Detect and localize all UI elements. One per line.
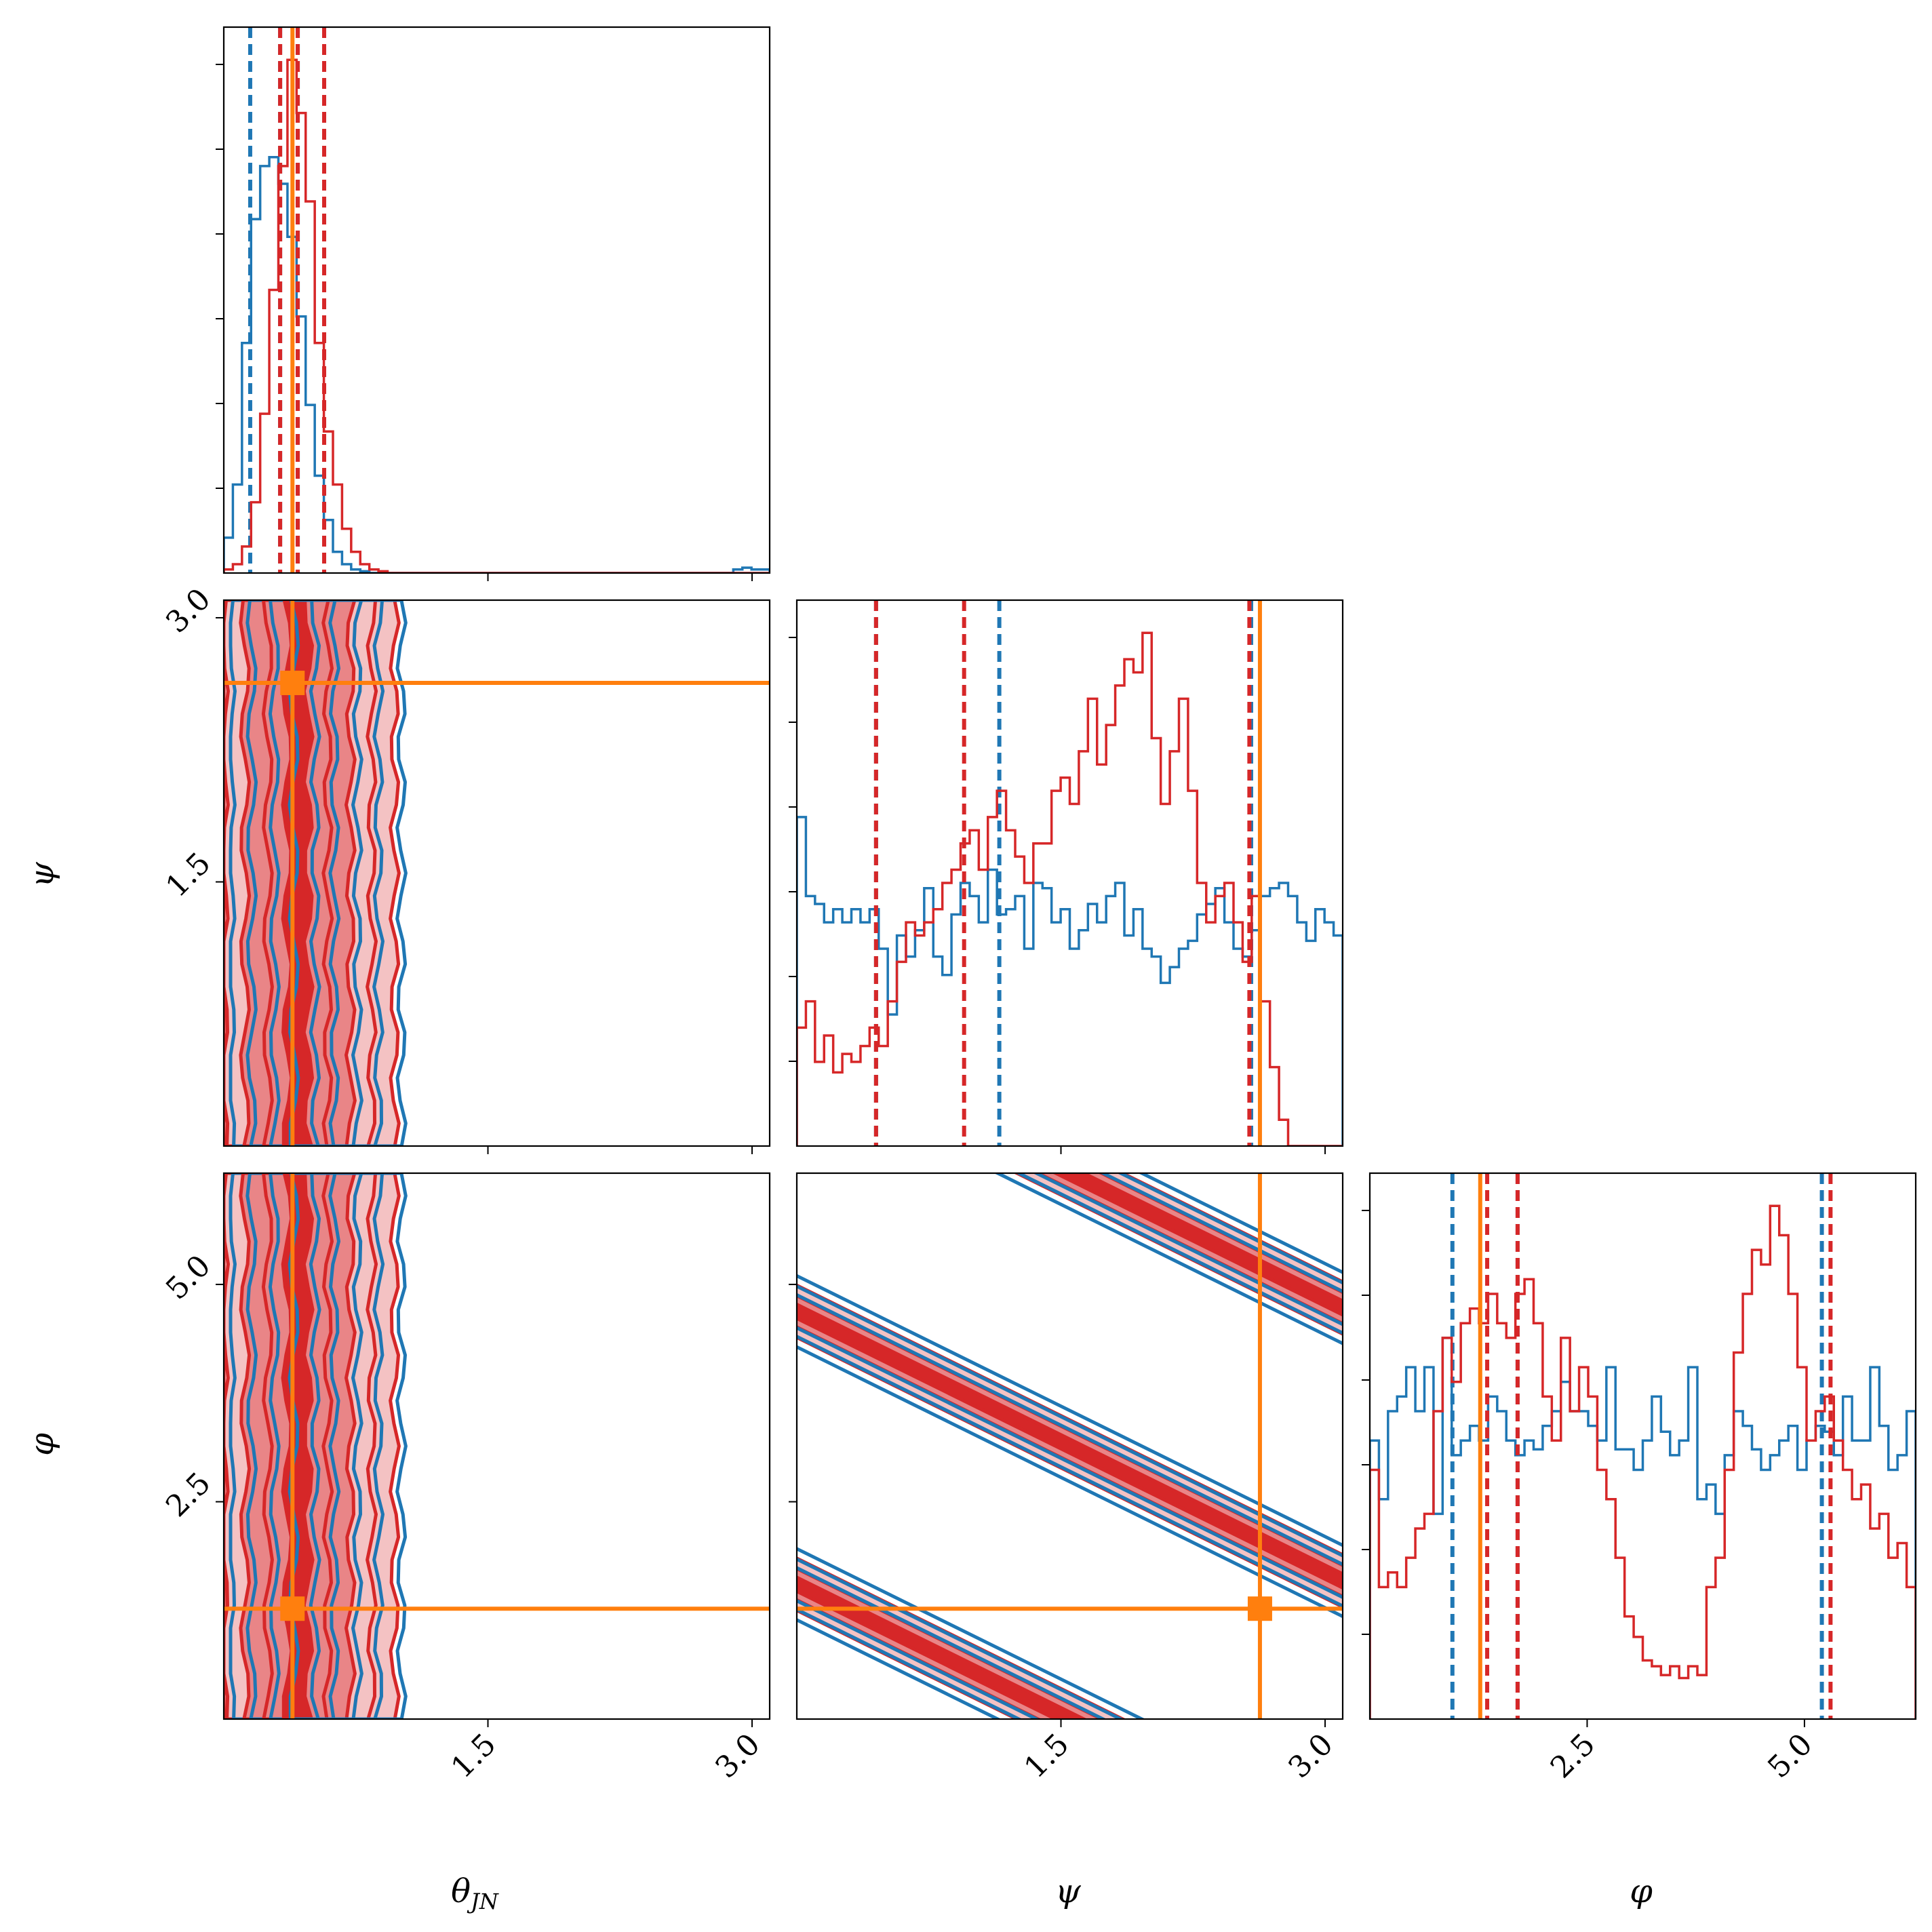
axis-labels: θJN ψ φ ψ φ [23, 861, 1653, 1914]
scatter-frame [222, 599, 771, 1147]
x-tick-label: 3.0 [1282, 1727, 1340, 1786]
density-contour-blue [797, 1617, 1002, 1719]
hist-frame [1368, 1172, 1917, 1720]
density-contour-blue [993, 1173, 1343, 1345]
y-axis-label-psi: ψ [23, 861, 61, 888]
density-contour-blue [245, 1173, 363, 1719]
plot-area [224, 1173, 770, 1719]
density-contour-red [797, 1302, 1343, 1590]
y-tick-label: 5.0 [159, 1248, 218, 1307]
plot-area [224, 27, 770, 573]
density-contour-blue [288, 1173, 321, 1719]
y-tick-label: 2.5 [159, 1466, 218, 1524]
panel-psi-vs-theta-jn: 1.5 3.0 [159, 582, 771, 1154]
y-tick-label: 3.0 [159, 582, 218, 640]
density-contour-blue [1014, 1173, 1343, 1335]
density-contour-blue [1116, 1173, 1343, 1285]
density-contour-blue [229, 600, 385, 1146]
density-contour-blue [797, 1345, 1343, 1619]
scatter-frame [222, 1172, 771, 1720]
truth-marker [280, 1596, 305, 1621]
panel-phi-histogram: 2.5 5.0 [1362, 1172, 1917, 1786]
density-contour-blue [288, 600, 321, 1146]
density-contour-blue [797, 1326, 1343, 1600]
density-contour-blue [245, 600, 363, 1146]
hist-frame [795, 599, 1344, 1147]
density-contour-blue [1099, 1173, 1343, 1294]
truth-marker [1247, 1596, 1272, 1621]
density-contour-blue [797, 1557, 1125, 1719]
plot-area [797, 600, 1343, 1146]
density-contour-blue [797, 1607, 1023, 1719]
density-contour-blue [797, 1274, 1343, 1547]
panel-phi-vs-psi: 1.5 3.0 [789, 1172, 1344, 1786]
panel-theta-jn-histogram [216, 26, 771, 581]
x-axis-label-psi: ψ [1055, 1872, 1082, 1910]
density-contour-blue [797, 1547, 1146, 1719]
density-contour-blue [797, 1335, 1343, 1609]
histogram-step-blue [224, 156, 770, 573]
density-contour-blue [1032, 1173, 1343, 1326]
panel-phi-vs-theta-jn: 1.5 3.0 2.5 5.0 [159, 1172, 771, 1786]
density-contour-blue [797, 1293, 1343, 1566]
x-tick-label: 1.5 [445, 1727, 503, 1786]
histogram-step-red [1370, 1204, 1916, 1719]
density-contour-blue [1138, 1173, 1343, 1275]
density-contour-blue [797, 1284, 1343, 1558]
x-tick-label: 3.0 [709, 1727, 767, 1786]
density-contour-red [1052, 1173, 1343, 1317]
truth-marker [280, 671, 305, 696]
panel-psi-histogram [789, 599, 1344, 1154]
histogram-step-red [797, 631, 1343, 1146]
x-axis-label-phi: φ [1630, 1872, 1653, 1910]
x-tick-label: 5.0 [1761, 1727, 1819, 1786]
density-contour-blue [268, 600, 341, 1146]
plot-area [224, 600, 770, 1146]
density-contour-blue [268, 1173, 341, 1719]
density-contour-blue [797, 1598, 1041, 1719]
density-contour-blue [229, 1173, 385, 1719]
plot-area [797, 1173, 1343, 1719]
density-contour-red [797, 1575, 1088, 1719]
histogram-step-blue [1370, 1337, 1916, 1719]
plot-area [1370, 1173, 1916, 1719]
hist-frame [222, 26, 771, 574]
x-tick-label: 1.5 [1018, 1727, 1076, 1786]
y-axis-label-phi: φ [23, 1433, 61, 1456]
density-contour-blue [797, 1566, 1107, 1719]
scatter-frame [795, 1172, 1344, 1720]
x-axis-label-theta-jn: θJN [451, 1872, 499, 1914]
x-tick-label: 2.5 [1544, 1727, 1602, 1786]
y-tick-label: 1.5 [159, 846, 218, 904]
